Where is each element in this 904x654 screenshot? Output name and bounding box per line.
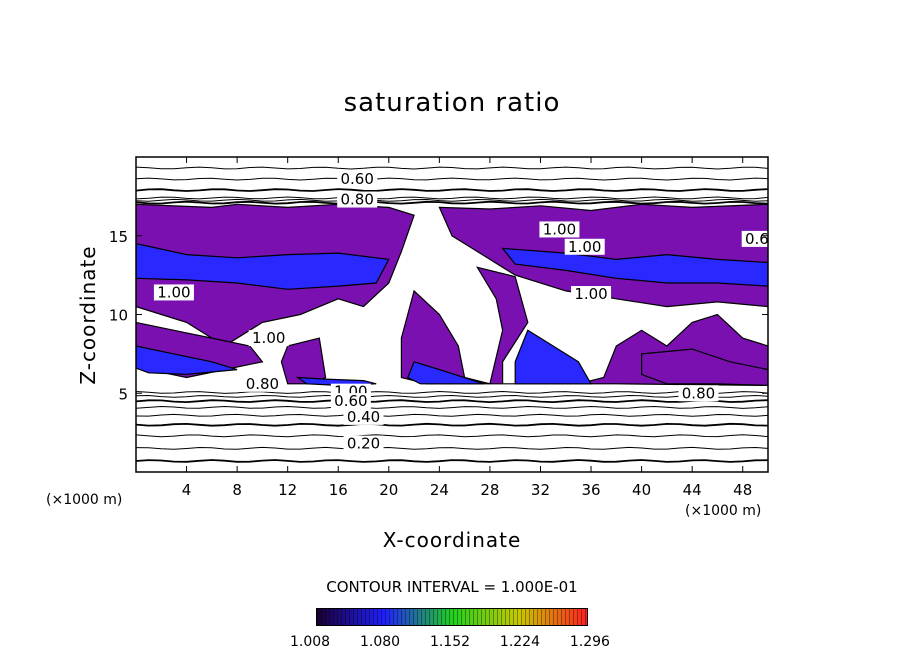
saturation-region-12 bbox=[641, 348, 768, 387]
colorbar-tick-label-2: 1.152 bbox=[429, 634, 471, 650]
x-unit-label: (×1000 m) bbox=[685, 503, 762, 519]
contour-line-9 bbox=[136, 200, 768, 205]
x-tick-label-1: 8 bbox=[232, 481, 242, 499]
contour-line-13 bbox=[136, 177, 768, 181]
contour-label-9: 0.80 bbox=[682, 384, 715, 402]
colorbar-tick-label-4: 1.296 bbox=[569, 634, 610, 650]
contour-line-5 bbox=[136, 405, 768, 409]
y-tick-label-2: 15 bbox=[109, 228, 128, 246]
contour-label-6: 1.00 bbox=[252, 329, 285, 347]
x-tick-label-2: 12 bbox=[278, 481, 297, 499]
x-tick-label-9: 40 bbox=[632, 481, 651, 499]
colorbar-tick-label-1: 1.080 bbox=[359, 634, 401, 650]
x-tick-label-3: 16 bbox=[329, 481, 348, 499]
contour-label-4: 1.00 bbox=[574, 285, 607, 303]
contour-line-14 bbox=[136, 166, 768, 170]
contour-line-0 bbox=[136, 459, 768, 463]
colorbar-tick-label-0: 1.008 bbox=[290, 634, 331, 650]
contour-interval-text: CONTOUR INTERVAL = 1.000E-01 bbox=[326, 578, 578, 596]
contour-line-12 bbox=[136, 188, 768, 192]
saturation-region-1 bbox=[136, 242, 390, 290]
contour-line-3 bbox=[136, 422, 768, 427]
contour-line-7 bbox=[136, 394, 768, 398]
saturation-region-11 bbox=[136, 345, 238, 376]
x-tick-label-0: 4 bbox=[182, 481, 192, 499]
colorbar-labels: 1.008 1.080 1.152 1.224 1.296 bbox=[290, 634, 610, 650]
saturation-region-3 bbox=[501, 247, 768, 287]
colorbar bbox=[316, 608, 588, 626]
contour-label-10: 0.60 bbox=[334, 392, 367, 410]
contour-line-11 bbox=[136, 196, 768, 200]
x-tick-label-7: 32 bbox=[531, 481, 550, 499]
saturation-region-7 bbox=[407, 361, 484, 385]
x-tick-label-11: 48 bbox=[733, 481, 752, 499]
saturation-region-6 bbox=[400, 289, 491, 385]
contour-line-6 bbox=[136, 399, 768, 404]
contour-line-1 bbox=[136, 446, 768, 450]
y-tick-label-0: 5 bbox=[118, 385, 128, 403]
saturation-region-9 bbox=[295, 376, 377, 387]
contour-label-1: 0.80 bbox=[340, 191, 373, 209]
contour-label-8: 0.80 bbox=[246, 375, 279, 393]
contour-label-11: 0.40 bbox=[347, 408, 380, 426]
contour-label-2: 1.00 bbox=[543, 220, 576, 238]
x-tick-label-10: 44 bbox=[683, 481, 702, 499]
contour-label-0: 0.60 bbox=[340, 170, 373, 188]
y-tick-label-1: 10 bbox=[109, 307, 128, 325]
x-tick-label-4: 20 bbox=[379, 481, 398, 499]
contour-label-3: 1.00 bbox=[568, 238, 601, 256]
contour-label-5: 1.00 bbox=[157, 283, 190, 301]
x-tick-label-5: 24 bbox=[430, 481, 449, 499]
plot-area: 0.600.801.001.001.001.001.001.000.800.80… bbox=[136, 166, 778, 463]
contour-line-4 bbox=[136, 413, 768, 417]
colorbar-tick-label-3: 1.224 bbox=[499, 634, 540, 650]
x-tick-label-8: 36 bbox=[581, 481, 600, 499]
x-tick-label-6: 28 bbox=[480, 481, 499, 499]
contour-line-10 bbox=[136, 198, 768, 202]
x-axis-label: X-coordinate bbox=[382, 528, 522, 552]
saturation-region-5 bbox=[514, 329, 593, 385]
chart-title: saturation ratio bbox=[343, 88, 561, 118]
contour-label-13: 0.60 bbox=[745, 230, 778, 248]
contour-line-2 bbox=[136, 434, 768, 438]
z-unit-label: (×1000 m) bbox=[46, 492, 123, 508]
contour-line-8 bbox=[136, 390, 768, 394]
contour-label-12: 0.20 bbox=[347, 435, 380, 453]
